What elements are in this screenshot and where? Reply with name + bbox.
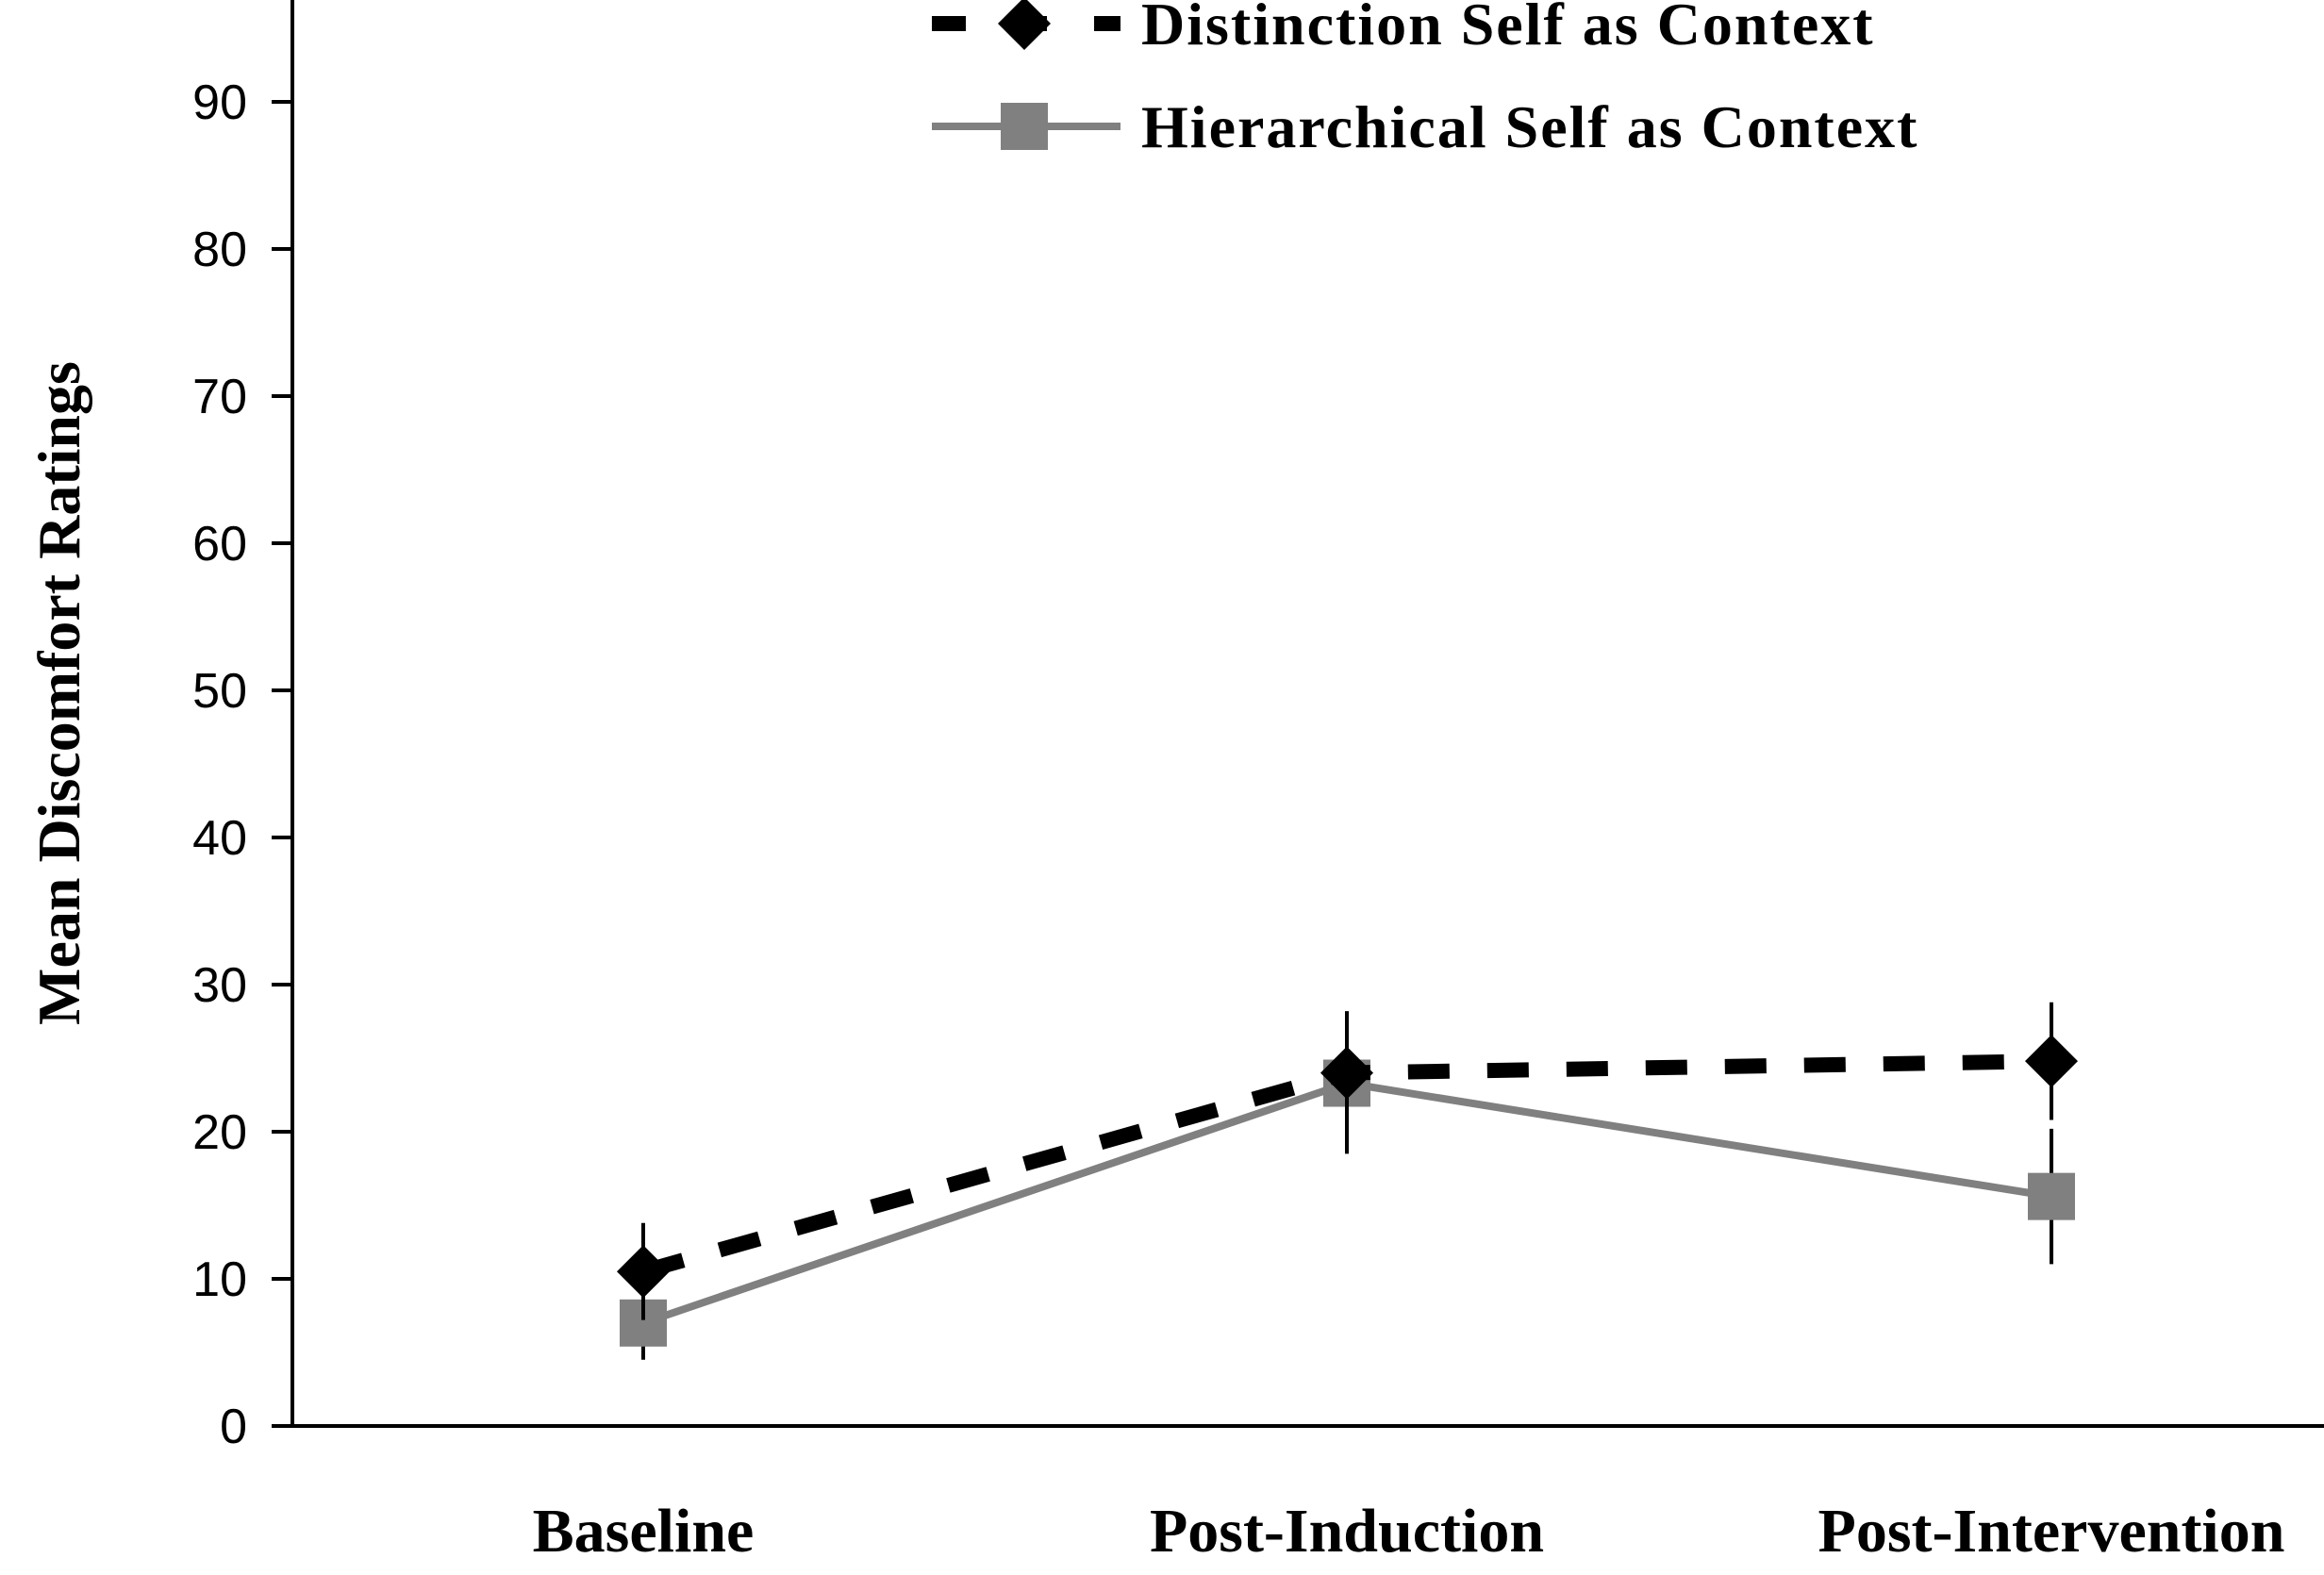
y-tick-label: 90	[192, 75, 247, 130]
y-tick-label: 10	[192, 1252, 247, 1307]
axes	[272, 0, 2324, 1428]
y-tick-label: 80	[192, 223, 247, 277]
y-tick-label: 70	[192, 370, 247, 424]
x-category-label: Post-Induction	[1150, 1497, 1544, 1566]
diamond-marker	[617, 1245, 670, 1299]
y-tick-label: 40	[192, 811, 247, 866]
y-tick-labels: 0 10 20 30 40 50 60 70 80 90	[192, 75, 247, 1454]
legend-item: Distinction Self as Context	[932, 0, 1875, 58]
diamond-marker	[1320, 1046, 1373, 1100]
x-category-labels: Baseline Post-Induction Post-Intervention	[533, 1497, 2285, 1566]
y-tick-label: 0	[220, 1400, 247, 1454]
legend-label: Hierarchical Self as Context	[1141, 93, 1918, 160]
y-axis-title: Mean Discomfort Ratings	[25, 361, 92, 1025]
y-tick-label: 30	[192, 958, 247, 1013]
series-distinction-self-as-context	[617, 1002, 2078, 1320]
series-layer	[617, 1002, 2078, 1360]
diamond-marker	[998, 0, 1051, 50]
square-marker	[2028, 1172, 2075, 1220]
x-category-label: Baseline	[533, 1497, 755, 1566]
square-marker	[1001, 103, 1048, 150]
legend-label: Distinction Self as Context	[1141, 0, 1875, 58]
legend: Distinction Self as Context Hierarchical …	[932, 0, 1918, 160]
x-category-label: Post-Intervention	[1818, 1497, 2285, 1566]
y-tick-label: 20	[192, 1105, 247, 1160]
y-tick-label: 60	[192, 517, 247, 572]
diamond-marker	[2025, 1035, 2078, 1088]
legend-item: Hierarchical Self as Context	[932, 93, 1918, 160]
y-tick-label: 50	[192, 664, 247, 719]
